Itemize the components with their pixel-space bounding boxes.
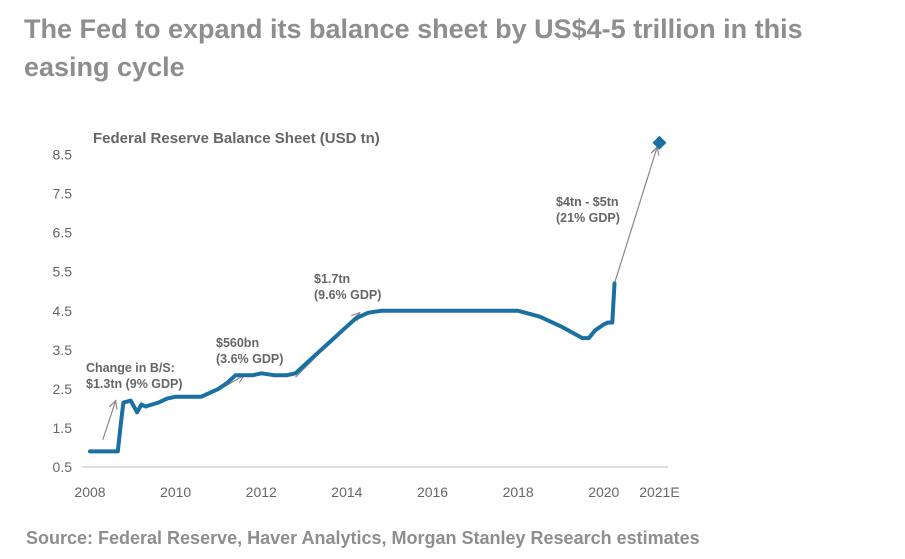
annotation-arrow [613,147,657,284]
y-tick-label: 1.5 [53,420,73,436]
x-tick-label: 2018 [503,484,534,500]
annotation-label: $1.3tn (9% GDP) [86,377,183,391]
x-tick-label: 2021E [639,484,679,500]
y-tick-label: 3.5 [53,342,73,358]
y-tick-label: 5.5 [53,264,73,280]
x-tick-label: 2008 [74,484,105,500]
y-tick-label: 6.5 [53,225,73,241]
x-tick-label: 2016 [417,484,448,500]
annotation-label: $1.7tn [314,272,350,286]
annotation-label: (3.6% GDP) [216,352,283,366]
x-tick-label: 2010 [160,484,191,500]
x-tick-label: 2012 [246,484,277,500]
y-tick-label: 4.5 [53,303,73,319]
annotation-label: $560bn [216,336,259,350]
y-tick-label: 7.5 [53,186,73,202]
x-tick-label: 2020 [588,484,619,500]
annotation-label: (21% GDP) [556,211,620,225]
x-axis-ticks: 2008 2010 2012 2014 2016 2018 2020 2021E [74,484,679,500]
source-note: Source: Federal Reserve, Haver Analytics… [26,528,700,548]
forecast-marker [652,135,667,150]
chart-title: Federal Reserve Balance Sheet (USD tn) [93,130,380,147]
y-tick-label: 0.5 [53,459,73,475]
annotation-arrow [102,401,116,440]
x-tick-label: 2014 [331,484,362,500]
annotation-label: (9.6% GDP) [314,288,381,302]
annotation-label: $4tn - $5tn [556,195,619,209]
annotations: Change in B/S: $1.3tn (9% GDP) $560bn (3.6%… [86,147,657,440]
y-axis-ticks: 0.5 1.5 2.5 3.5 4.5 5.5 6.5 7.5 8.5 [53,147,73,475]
series-group [88,135,667,454]
balance-sheet-line [88,281,617,454]
annotation-label: Change in B/S: [86,361,175,375]
y-tick-label: 8.5 [53,147,73,163]
headline: The Fed to expand its balance sheet by U… [24,14,803,82]
y-tick-label: 2.5 [53,381,73,397]
